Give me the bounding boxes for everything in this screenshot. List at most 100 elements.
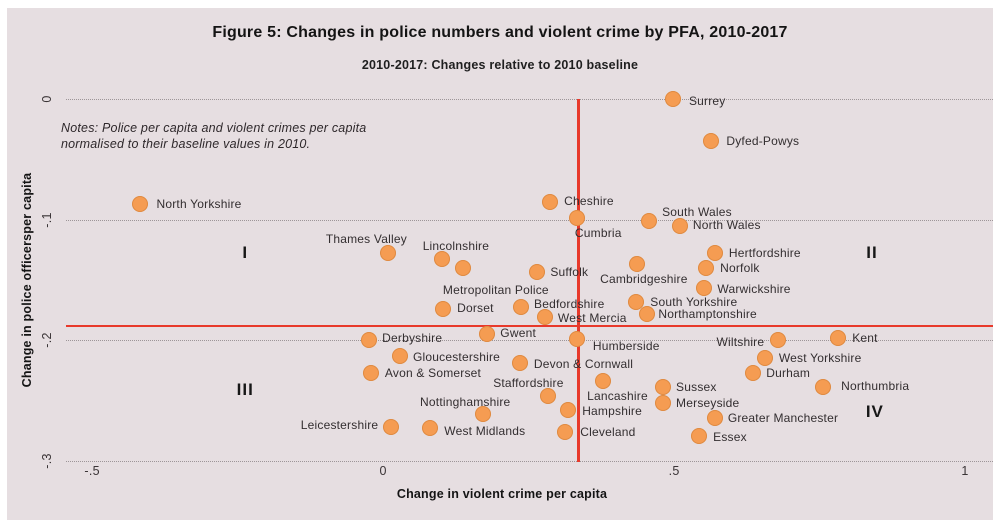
y-tick-label: -.3	[40, 453, 54, 469]
chart-subtitle: 2010-2017: Changes relative to 2010 base…	[361, 58, 639, 72]
data-point	[475, 405, 492, 422]
point-label: South Yorkshire	[650, 294, 738, 309]
data-point	[557, 424, 574, 441]
data-point	[641, 212, 658, 229]
point-label: Sussex	[676, 380, 717, 395]
point-label: Gwent	[500, 326, 536, 341]
point-label: Essex	[713, 429, 747, 444]
data-point	[756, 350, 773, 367]
x-tick-label: .5	[668, 464, 680, 478]
point-label: West Midlands	[444, 424, 526, 439]
data-point	[542, 193, 559, 210]
y-axis-title: Change in police officersper capita	[20, 172, 34, 388]
point-label: Wiltshire	[716, 335, 765, 350]
point-label: Hampshire	[582, 404, 643, 419]
point-label: Northamptonshire	[658, 306, 757, 321]
point-label: Gloucestershire	[413, 350, 501, 365]
x-tick-label: 0	[379, 464, 387, 478]
data-point	[706, 409, 723, 426]
point-label: Lancashire	[587, 389, 648, 404]
point-label: North Wales	[692, 217, 761, 232]
data-point	[671, 217, 688, 234]
data-point	[655, 379, 672, 396]
quadrant-label: I	[242, 243, 249, 263]
chart-notes-line1: Notes: Police per capita and violent cri…	[61, 121, 367, 135]
grid-line-y	[66, 461, 993, 462]
point-label: Durham	[766, 365, 811, 380]
point-label: Thames Valley	[325, 232, 407, 247]
data-point	[664, 91, 681, 107]
point-label: West Mercia	[557, 311, 627, 326]
data-point	[529, 263, 546, 280]
data-point	[392, 348, 409, 365]
data-point	[698, 259, 715, 276]
grid-line-y	[66, 99, 993, 100]
data-point	[454, 259, 471, 276]
point-label: Avon & Somerset	[384, 365, 482, 380]
chart-title: Figure 5: Changes in police numbers and …	[212, 24, 788, 41]
point-label: Surrey	[688, 94, 726, 108]
y-tick-label: -.2	[40, 332, 54, 349]
data-point	[703, 133, 720, 150]
data-point	[362, 364, 379, 381]
data-point	[696, 280, 713, 297]
data-point	[433, 251, 450, 268]
plot-background	[7, 8, 993, 520]
x-tick-label: -.5	[84, 464, 100, 478]
data-point	[628, 256, 645, 273]
point-label: Northumbria	[841, 379, 910, 394]
point-label: Warwickshire	[717, 282, 791, 297]
grid-line-y	[66, 340, 993, 342]
data-point	[380, 245, 397, 262]
point-label: Dorset	[457, 300, 494, 315]
point-label: Hertfordshire	[728, 246, 801, 261]
data-point	[639, 305, 656, 322]
data-point	[383, 419, 400, 436]
point-label: Devon & Cornwall	[533, 357, 634, 372]
x-axis-title: Change in violent crime per capita	[396, 487, 608, 501]
point-label: Cheshire	[564, 193, 614, 208]
point-label: Humberside	[592, 339, 660, 354]
data-point	[536, 309, 553, 326]
point-label: Cleveland	[580, 425, 636, 440]
point-label: Merseyside	[676, 396, 740, 411]
data-point	[691, 427, 708, 444]
data-point	[628, 293, 645, 310]
data-point	[422, 420, 439, 437]
point-label: South Wales	[662, 204, 732, 219]
data-point	[361, 332, 378, 349]
reference-line-vertical	[576, 99, 580, 462]
x-tick-label: 1	[961, 464, 969, 478]
data-point	[770, 332, 787, 349]
point-label: Cambridgeshire	[600, 272, 688, 287]
point-label: West Yorkshire	[778, 351, 862, 366]
point-label: Lincolnshire	[422, 239, 490, 254]
data-point	[568, 210, 585, 227]
data-point	[513, 298, 530, 315]
chart-notes-line2: normalised to their baseline values in 2…	[61, 136, 311, 151]
data-point	[595, 373, 612, 390]
quadrant-label: III	[236, 379, 254, 399]
point-label: Derbyshire	[382, 331, 443, 346]
point-label: Cumbria	[574, 226, 622, 241]
quadrant-label: II	[866, 243, 878, 263]
point-label: Greater Manchester	[727, 410, 839, 425]
quadrant-label: IV	[865, 401, 884, 421]
data-point	[745, 364, 762, 381]
point-label: Suffolk	[550, 264, 589, 279]
data-point	[560, 402, 577, 419]
point-label: Metropolitan Police	[442, 282, 549, 297]
data-point	[435, 300, 452, 317]
data-point	[815, 379, 832, 396]
reference-line-horizontal	[66, 324, 993, 327]
point-label: Kent	[852, 330, 878, 345]
data-point	[568, 331, 585, 348]
data-point	[511, 355, 528, 372]
point-label: Norfolk	[720, 260, 760, 275]
data-point	[655, 395, 672, 412]
point-label: North Yorkshire	[156, 196, 242, 211]
data-point	[706, 245, 723, 262]
point-label: Nottinghamshire	[420, 394, 511, 409]
point-label: Bedfordshire	[534, 296, 605, 311]
